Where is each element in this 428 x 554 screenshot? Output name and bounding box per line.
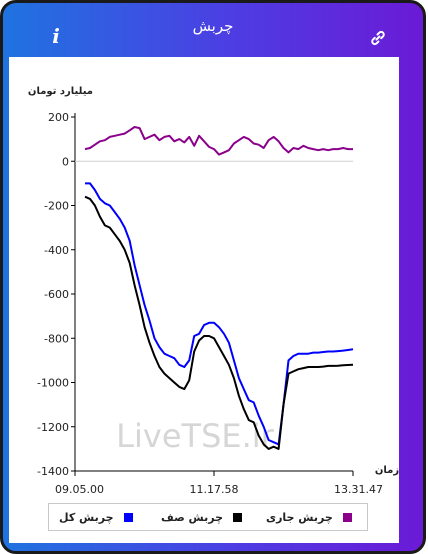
legend-label-running: چربش جاری xyxy=(266,510,333,524)
info-icon[interactable]: i xyxy=(52,24,60,48)
y-tick-label: -1400 xyxy=(37,465,69,478)
legend-label-queue: چربش صف xyxy=(161,510,224,524)
series-total-line xyxy=(85,182,354,446)
y-tick-label: 200 xyxy=(48,111,69,124)
y-axis-label: میلیارد تومان xyxy=(28,86,93,97)
y-tick-label: -1000 xyxy=(37,377,69,390)
y-tick-label: -600 xyxy=(44,288,69,301)
y-tick-label: -800 xyxy=(44,332,69,345)
series-lines xyxy=(84,126,354,450)
y-tick-label: -1200 xyxy=(37,421,69,434)
legend-item-queue[interactable]: چربش صف xyxy=(161,504,243,530)
legend-swatch-total xyxy=(123,512,133,522)
page-title-text: چربش xyxy=(192,17,234,35)
x-tick-label: 09.05.00 xyxy=(55,483,104,496)
link-icon[interactable] xyxy=(369,29,387,47)
x-tick-label: 11.17.58 xyxy=(190,483,239,496)
y-ticks: 200 0 -200 -400 -600 -800 -1000 -1200 -1400 xyxy=(37,111,75,478)
y-tick-label: -200 xyxy=(44,200,69,213)
series-running-line xyxy=(84,126,353,156)
y-tick-label: -400 xyxy=(44,244,69,257)
watermark: LiveTSE.ir xyxy=(116,417,274,455)
y-tick-label: 0 xyxy=(62,155,69,168)
x-axis-label: زمان xyxy=(375,465,399,476)
legend-swatch-queue xyxy=(233,512,243,522)
header-bar: چربش i xyxy=(3,3,423,55)
x-tick-label: 13.31.47 xyxy=(334,483,383,496)
x-ticks: 09.05.00 11.17.58 13.31.47 xyxy=(55,471,383,496)
legend-item-running[interactable]: چربش جاری xyxy=(266,504,352,530)
legend-swatch-running xyxy=(342,512,352,522)
legend: چربش جاری چربش صف چربش کل xyxy=(48,503,368,531)
chart: میلیارد تومان زمان LiveTSE.ir 200 0 -200 -4… xyxy=(28,86,399,496)
legend-item-total[interactable]: چربش کل xyxy=(59,504,133,530)
series-queue-line xyxy=(84,195,354,450)
chart-panel: میلیارد تومان زمان LiveTSE.ir 200 0 -200 -4… xyxy=(9,57,399,543)
page-title: چربش xyxy=(3,3,423,55)
legend-label-total: چربش کل xyxy=(59,510,114,524)
